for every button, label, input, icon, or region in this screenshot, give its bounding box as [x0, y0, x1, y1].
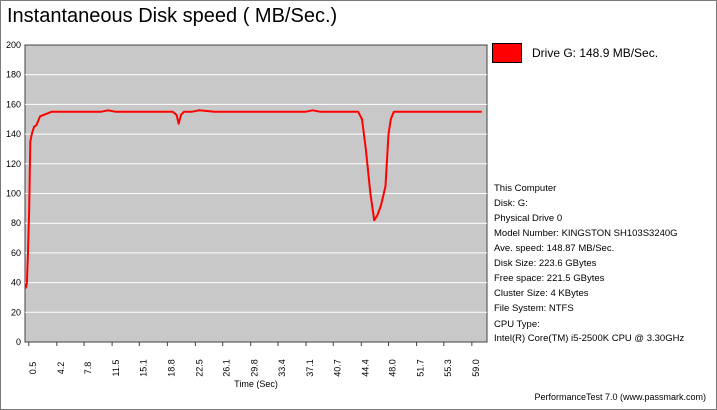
series-line-drive-g — [24, 109, 482, 289]
x-tick-label: 37.1 — [305, 359, 315, 377]
x-tick-label: 4.2 — [56, 362, 66, 375]
y-tick-label: 200 — [6, 40, 21, 50]
info-file-system: File System: NTFS — [494, 303, 574, 314]
footer-credit: PerformanceTest 7.0 (www.passmark.com) — [534, 392, 706, 402]
x-tick-label: 33.4 — [277, 359, 287, 377]
x-tick-label: 18.8 — [166, 359, 176, 377]
y-tick-label: 0 — [16, 337, 21, 347]
x-tick-label: 26.1 — [222, 359, 232, 377]
y-tick-label: 40 — [11, 278, 21, 288]
grid-lines — [25, 74, 487, 313]
info-cluster-size: Cluster Size: 4 KBytes — [494, 288, 589, 299]
info-free-space: Free space: 221.5 GBytes — [494, 273, 605, 284]
x-tick-label: 22.5 — [194, 359, 204, 377]
legend-label: Drive G: 148.9 MB/Sec. — [532, 46, 659, 60]
info-physical-drive: Physical Drive 0 — [494, 213, 563, 224]
x-tick-label: 15.1 — [138, 359, 148, 377]
y-tick-label: 120 — [6, 159, 21, 169]
x-tick-label: 59.0 — [471, 359, 481, 377]
x-axis: 0.5 4.2 7.8 11.5 15.1 18.8 22.5 26.1 29.8 33.4 37.… — [28, 342, 481, 377]
x-tick-label: 51.7 — [416, 359, 426, 377]
x-tick-label: 11.5 — [111, 360, 121, 377]
chart-title: Instantaneous Disk speed ( MB/Sec.) — [7, 5, 338, 27]
x-tick-label: 7.8 — [83, 362, 93, 375]
system-info-panel: This Computer Disk: G: Physical Drive 0 … — [494, 181, 684, 344]
info-model: Model Number: KINGSTON SH103S3240G — [494, 228, 678, 239]
info-cpu-type: CPU Type: — [494, 319, 540, 330]
info-cpu-model: Intel(R) Core(TM) i5-2500K CPU @ 3.30GHz — [494, 333, 685, 344]
x-tick-label: 44.4 — [360, 359, 370, 377]
x-tick-label: 29.8 — [250, 359, 260, 377]
info-disk: Disk: G: — [494, 198, 528, 209]
x-axis-label: Time (Sec) — [234, 379, 278, 389]
y-tick-label: 160 — [6, 99, 21, 109]
y-tick-label: 80 — [11, 218, 21, 228]
y-tick-label: 100 — [6, 189, 21, 199]
info-ave-speed: Ave. speed: 148.87 MB/Sec. — [494, 243, 615, 254]
y-tick-label: 60 — [11, 248, 21, 258]
info-disk-size: Disk Size: 223.6 GBytes — [494, 258, 597, 269]
x-tick-label: 40.7 — [332, 359, 342, 377]
x-tick-label: 55.3 — [443, 359, 453, 377]
x-tick-label: 48.0 — [388, 359, 398, 377]
y-tick-label: 180 — [6, 70, 21, 80]
legend: Drive G: 148.9 MB/Sec. — [492, 43, 658, 63]
legend-swatch — [492, 43, 522, 63]
y-tick-label: 20 — [11, 307, 21, 317]
y-tick-label: 140 — [6, 129, 21, 139]
x-tick-label: 0.5 — [28, 362, 38, 375]
y-axis: 0 20 40 60 80 100 120 140 160 180 200 — [6, 40, 21, 347]
info-computer: This Computer — [494, 183, 557, 194]
